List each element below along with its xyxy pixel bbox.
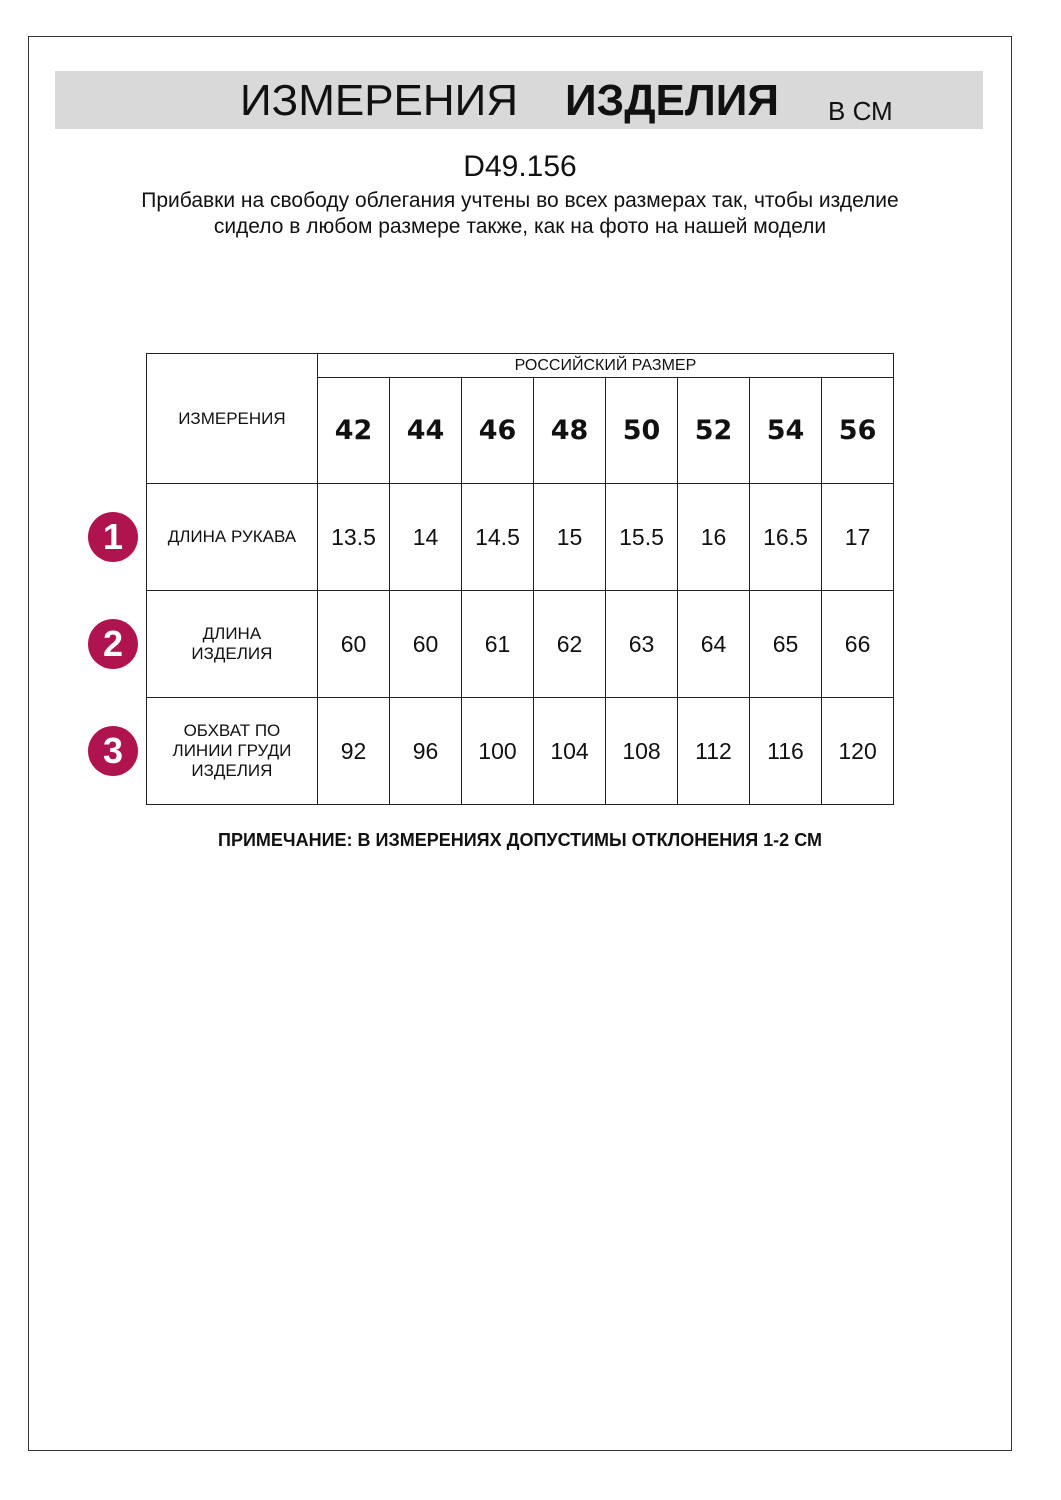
row-number-badge: 1 [88, 512, 138, 562]
value-cell: 14 [389, 483, 462, 591]
value-cell: 15 [533, 483, 606, 591]
value-cell: 13.5 [316, 483, 391, 591]
page-frame [28, 36, 1012, 1451]
row-number-badge: 3 [88, 726, 138, 776]
size-header: 54 [748, 377, 823, 484]
value-cell: 100 [460, 697, 535, 805]
group-label: РОССИЙСКИЙ РАЗМЕР [316, 353, 895, 378]
value-cell: 116 [748, 697, 823, 805]
size-header: 52 [677, 377, 750, 484]
value-cell: 92 [316, 697, 391, 805]
value-cell: 17 [821, 483, 894, 591]
value-cell: 60 [316, 590, 391, 698]
size-header: 48 [533, 377, 606, 484]
value-cell: 64 [677, 590, 750, 698]
value-cell: 60 [389, 590, 462, 698]
size-header: 56 [821, 377, 894, 484]
value-cell: 16.5 [748, 483, 823, 591]
value-cell: 65 [748, 590, 823, 698]
title-part1: ИЗМЕРЕНИЯ [240, 76, 519, 125]
value-cell: 62 [533, 590, 606, 698]
corner-label: ИЗМЕРЕНИЯ [146, 353, 318, 484]
value-cell: 108 [604, 697, 679, 805]
value-cell: 61 [460, 590, 535, 698]
value-cell: 96 [389, 697, 462, 805]
value-cell: 63 [604, 590, 679, 698]
title-banner [55, 71, 983, 129]
title-unit: В СМ [828, 96, 893, 126]
description: Прибавки на свободу облегания учтены во … [141, 189, 899, 238]
row-label: ДЛИНА ИЗДЕЛИЯ [146, 590, 318, 698]
size-header: 44 [389, 377, 462, 484]
value-cell: 16 [677, 483, 750, 591]
note: ПРИМЕЧАНИЕ: В ИЗМЕРЕНИЯХ ДОПУСТИМЫ ОТКЛО… [218, 830, 822, 850]
table-row: ДЛИНА РУКАВА 13.5 14 14.5 15 15.5 16 16.5 17 [146, 483, 894, 591]
value-cell: 66 [821, 590, 894, 698]
value-cell: 15.5 [604, 483, 679, 591]
size-header: 50 [604, 377, 679, 484]
value-cell: 120 [821, 697, 894, 805]
size-header: 46 [460, 377, 535, 484]
value-cell: 14.5 [460, 483, 535, 591]
value-cell: 112 [677, 697, 750, 805]
size-header: 42 [316, 377, 391, 484]
row-label: ДЛИНА РУКАВА [146, 483, 318, 591]
value-cell: 104 [533, 697, 606, 805]
table-row: ОБХВАТ ПО ЛИНИИ ГРУДИ ИЗДЕЛИЯ 92 96 100 104 1… [146, 697, 894, 805]
title-part2: ИЗДЕЛИЯ [565, 76, 780, 125]
row-label: ОБХВАТ ПО ЛИНИИ ГРУДИ ИЗДЕЛИЯ [146, 697, 318, 805]
row-number-badge: 2 [88, 619, 138, 669]
table-row: ДЛИНА ИЗДЕЛИЯ 60 60 61 62 63 64 65 66 [146, 590, 894, 698]
product-code: D49.156 [463, 150, 577, 183]
size-table: ИЗМЕРЕНИЯ РОССИЙСКИЙ РАЗМЕР 42 44 46 48 50 52… [146, 353, 895, 805]
